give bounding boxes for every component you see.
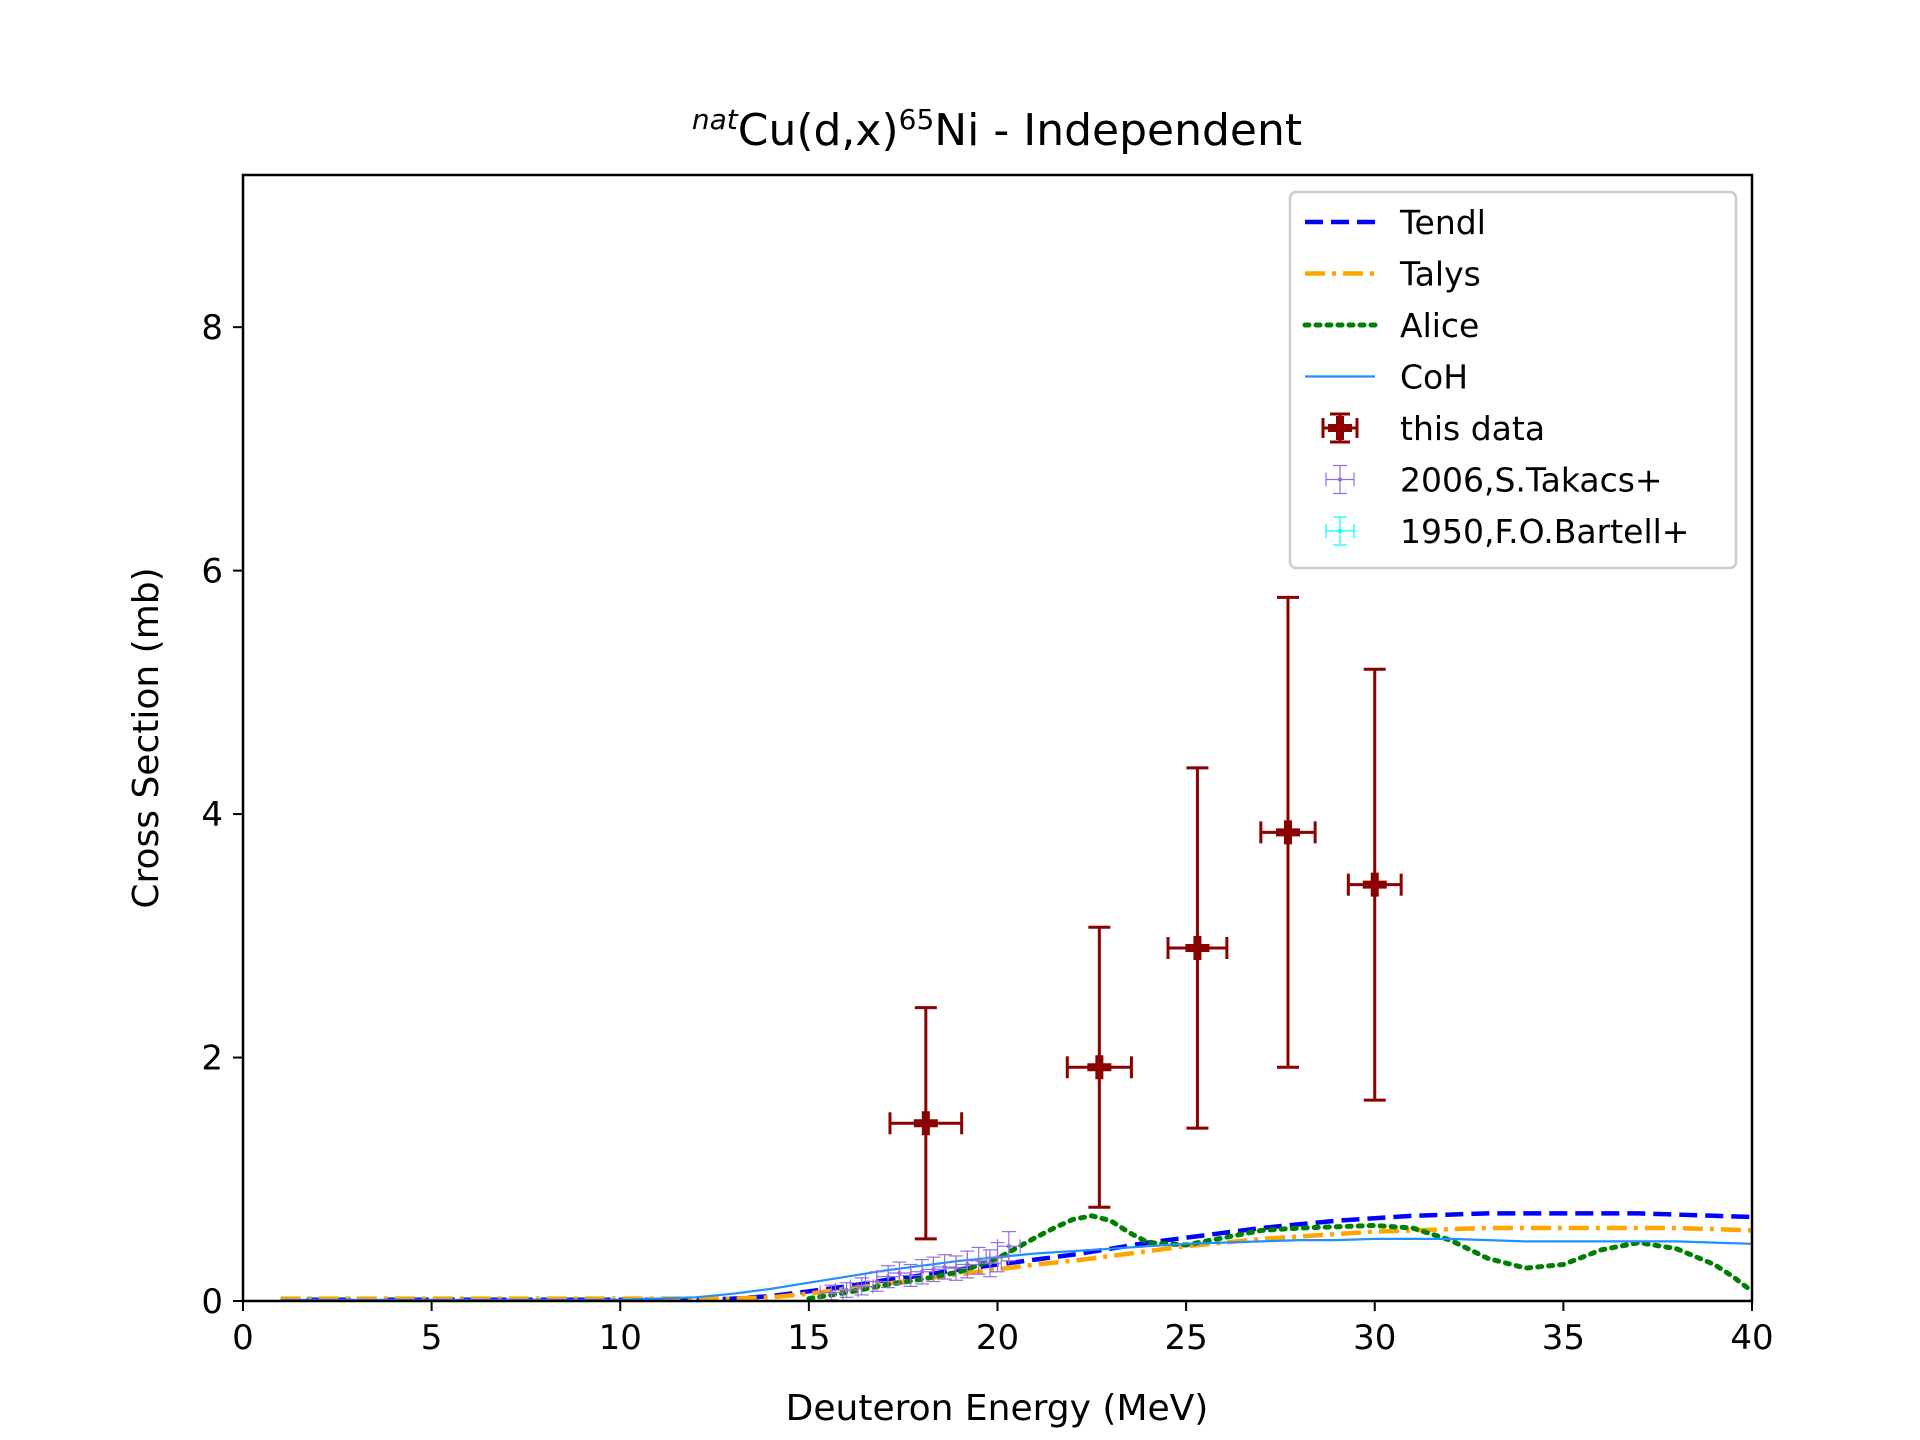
- y-tick-label: 6: [201, 552, 223, 592]
- marker-dot: [844, 1287, 849, 1293]
- marker-plus: [1362, 872, 1387, 897]
- y-tick-label: 8: [201, 308, 223, 348]
- data-point-this-data: [1259, 595, 1317, 1069]
- title-prefix-sup: nat: [692, 103, 739, 136]
- x-axis-label: Deuteron Energy (MeV): [786, 1388, 1209, 1429]
- title-product-sup: 65: [899, 103, 935, 136]
- marker-dot: [829, 1290, 834, 1295]
- title-element: Cu(d,x): [738, 105, 899, 156]
- y-tick-label: 0: [201, 1282, 223, 1322]
- legend-swatch: [1325, 516, 1355, 546]
- data-point-this-data: [1346, 667, 1403, 1102]
- legend-item-2006-s-takacs-: 2006,S.Takacs+: [1325, 461, 1663, 500]
- legend-item-tendl: Tendl: [1305, 203, 1486, 242]
- x-tick-label: 15: [787, 1318, 830, 1358]
- x-tick-label: 40: [1730, 1318, 1773, 1358]
- x-axis: 0 5 10 15 20 25 30 35 40: [232, 1301, 1774, 1358]
- marker-plus: [1087, 1055, 1112, 1080]
- x-tick-label: 35: [1542, 1318, 1585, 1358]
- x-tick-label: 0: [232, 1318, 254, 1358]
- marker-dot: [995, 1254, 1000, 1260]
- x-tick-label: 25: [1164, 1318, 1207, 1358]
- legend-label: Tendl: [1399, 203, 1486, 242]
- marker-dot: [859, 1284, 864, 1289]
- x-tick-label: 20: [976, 1318, 1019, 1358]
- marker-dot: [987, 1261, 993, 1266]
- legend-item-alice: Alice: [1302, 306, 1479, 345]
- legend-label: Talys: [1399, 255, 1481, 294]
- legend-marker: [1337, 477, 1343, 482]
- legend-marker: [1328, 416, 1352, 440]
- legend-marker: [1337, 528, 1343, 534]
- series-line-alice: [806, 1213, 1752, 1301]
- y-tick-label: 4: [201, 795, 223, 835]
- legend-item-talys: Talys: [1305, 255, 1481, 294]
- x-tick-label: 30: [1353, 1318, 1396, 1358]
- data-point-this-data: [1166, 766, 1229, 1130]
- title-product: Ni - Independent: [934, 105, 1302, 156]
- legend-item-1950-f-o-bartell-: 1950,F.O.Bartell+: [1325, 512, 1689, 551]
- series-line-talys: [280, 1225, 1752, 1301]
- legend-swatch: [1325, 464, 1355, 495]
- y-axis: 0 2 4 6 8: [201, 308, 243, 1322]
- error-layer: [819, 595, 1403, 1301]
- data-point-this-data: [1065, 925, 1133, 1209]
- x-tick-label: 10: [599, 1318, 642, 1358]
- data-point-2006-s-takacs-: [996, 1231, 1021, 1262]
- series-line-coh: [280, 1237, 1752, 1301]
- x-tick-label: 5: [421, 1318, 443, 1358]
- y-tick-label: 2: [201, 1039, 223, 1079]
- legend-label: 1950,F.O.Bartell+: [1400, 512, 1689, 551]
- data-point-2006-s-takacs-: [849, 1277, 874, 1296]
- chart-title: natCu(d,x)65Ni - Independent: [692, 103, 1302, 156]
- y-axis-label: Cross Section (mb): [126, 567, 167, 908]
- legend: Tendl Talys Alice CoH this data 2006,S.Takacs…: [1288, 190, 1738, 570]
- legend-label: CoH: [1400, 358, 1468, 397]
- marker-dot: [1006, 1244, 1012, 1249]
- legend-item-this-data: this data: [1321, 409, 1545, 448]
- data-point-this-data: [888, 1006, 964, 1241]
- marker-plus: [1275, 820, 1300, 845]
- marker-plus: [913, 1111, 938, 1136]
- series-layer: [280, 1211, 1752, 1301]
- legend-label: 2006,S.Takacs+: [1400, 461, 1663, 500]
- marker-plus: [1185, 935, 1210, 960]
- legend-box: [1288, 190, 1738, 570]
- legend-label: this data: [1400, 409, 1545, 448]
- legend-item-coh: CoH: [1305, 358, 1468, 397]
- legend-label: Alice: [1400, 306, 1479, 345]
- legend-swatch: [1321, 412, 1359, 444]
